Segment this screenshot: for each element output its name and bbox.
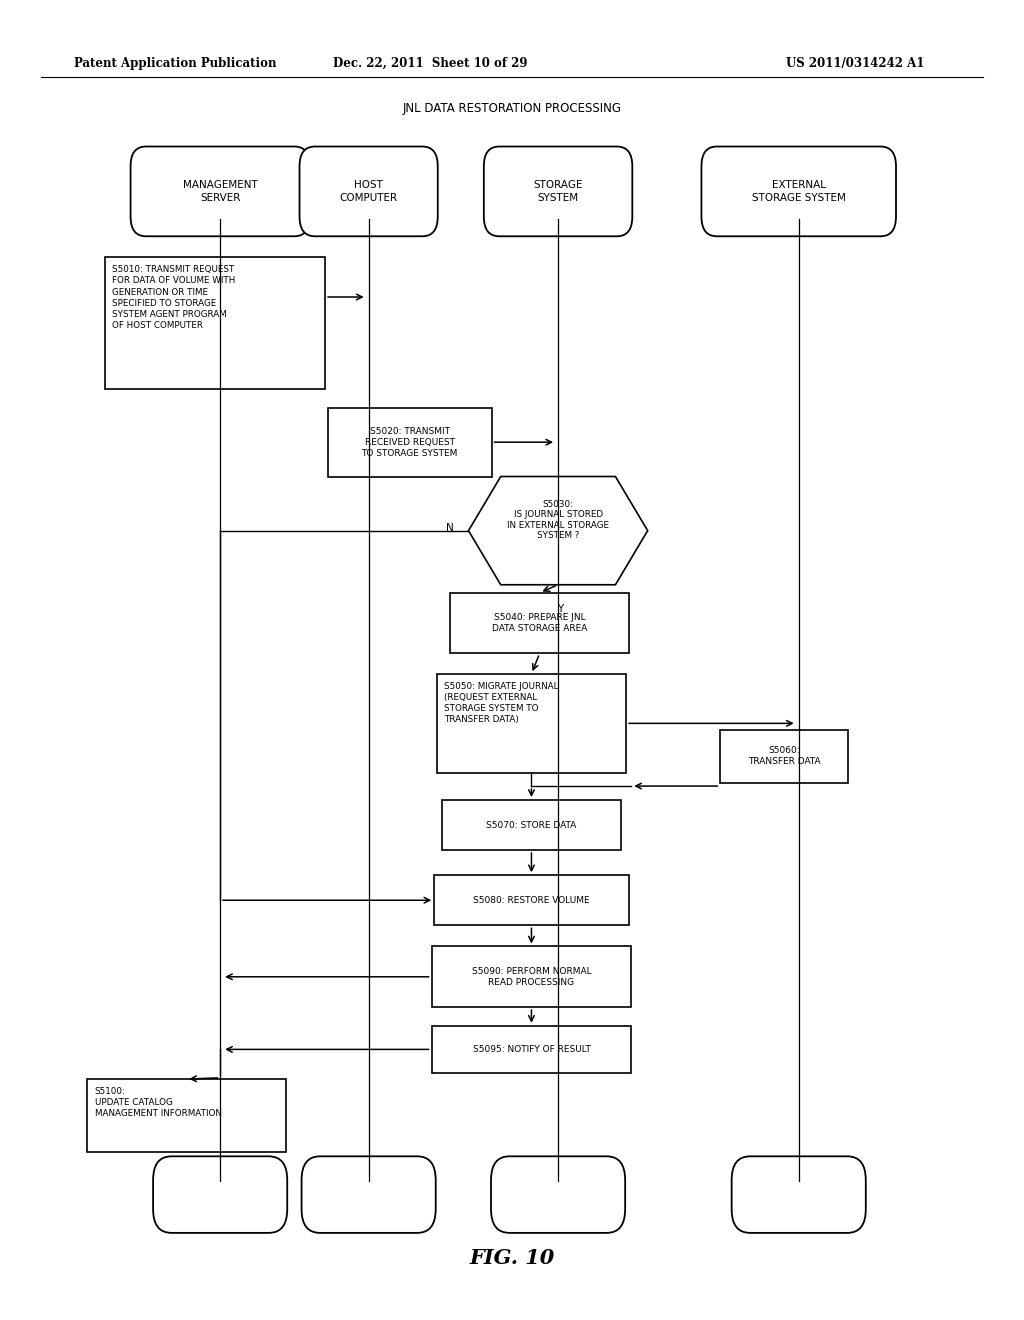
- Bar: [434, 875, 629, 925]
- Text: STORAGE
SYSTEM: STORAGE SYSTEM: [534, 181, 583, 202]
- FancyBboxPatch shape: [301, 1156, 436, 1233]
- Text: Y: Y: [557, 603, 563, 614]
- Text: S5100:
UPDATE CATALOG
MANAGEMENT INFORMATION: S5100: UPDATE CATALOG MANAGEMENT INFORMA…: [94, 1088, 221, 1118]
- Text: EXTERNAL
STORAGE SYSTEM: EXTERNAL STORAGE SYSTEM: [752, 181, 846, 202]
- Text: S5030:
IS JOURNAL STORED
IN EXTERNAL STORAGE
SYSTEM ?: S5030: IS JOURNAL STORED IN EXTERNAL STO…: [507, 500, 609, 540]
- Text: S5020: TRANSMIT
RECEIVED REQUEST
TO STORAGE SYSTEM: S5020: TRANSMIT RECEIVED REQUEST TO STOR…: [361, 426, 458, 458]
- Bar: [86, 1080, 286, 1151]
- Bar: [432, 1026, 631, 1073]
- Text: Dec. 22, 2011  Sheet 10 of 29: Dec. 22, 2011 Sheet 10 of 29: [333, 57, 527, 70]
- Bar: [328, 408, 492, 477]
- Text: US 2011/0314242 A1: US 2011/0314242 A1: [785, 57, 925, 70]
- FancyBboxPatch shape: [701, 147, 896, 236]
- Bar: [442, 800, 621, 850]
- Text: S5050: MIGRATE JOURNAL
(REQUEST EXTERNAL
STORAGE SYSTEM TO
TRANSFER DATA): S5050: MIGRATE JOURNAL (REQUEST EXTERNAL…: [444, 681, 558, 725]
- FancyBboxPatch shape: [484, 147, 633, 236]
- Bar: [436, 673, 626, 772]
- Text: HOST
COMPUTER: HOST COMPUTER: [340, 181, 397, 202]
- Text: S5090: PERFORM NORMAL
READ PROCESSING: S5090: PERFORM NORMAL READ PROCESSING: [472, 966, 591, 987]
- Text: JNL DATA RESTORATION PROCESSING: JNL DATA RESTORATION PROCESSING: [402, 102, 622, 115]
- Bar: [721, 730, 848, 783]
- Text: N: N: [446, 523, 454, 533]
- FancyBboxPatch shape: [299, 147, 438, 236]
- Text: S5010: TRANSMIT REQUEST
FOR DATA OF VOLUME WITH
GENERATION OR TIME
SPECIFIED TO : S5010: TRANSMIT REQUEST FOR DATA OF VOLU…: [113, 265, 236, 330]
- FancyBboxPatch shape: [492, 1156, 625, 1233]
- Bar: [451, 593, 629, 653]
- Bar: [432, 946, 631, 1007]
- FancyBboxPatch shape: [731, 1156, 866, 1233]
- Text: S5070: STORE DATA: S5070: STORE DATA: [486, 821, 577, 829]
- Text: Patent Application Publication: Patent Application Publication: [74, 57, 276, 70]
- Text: S5060:
TRANSFER DATA: S5060: TRANSFER DATA: [749, 746, 820, 767]
- Polygon shape: [469, 477, 648, 585]
- Text: MANAGEMENT
SERVER: MANAGEMENT SERVER: [183, 181, 257, 202]
- Text: S5040: PREPARE JNL
DATA STORAGE AREA: S5040: PREPARE JNL DATA STORAGE AREA: [492, 612, 588, 634]
- Text: FIG. 10: FIG. 10: [469, 1247, 555, 1269]
- Bar: [104, 257, 326, 389]
- FancyBboxPatch shape: [131, 147, 309, 236]
- Text: S5080: RESTORE VOLUME: S5080: RESTORE VOLUME: [473, 896, 590, 904]
- FancyBboxPatch shape: [154, 1156, 287, 1233]
- Text: S5095: NOTIFY OF RESULT: S5095: NOTIFY OF RESULT: [472, 1045, 591, 1053]
